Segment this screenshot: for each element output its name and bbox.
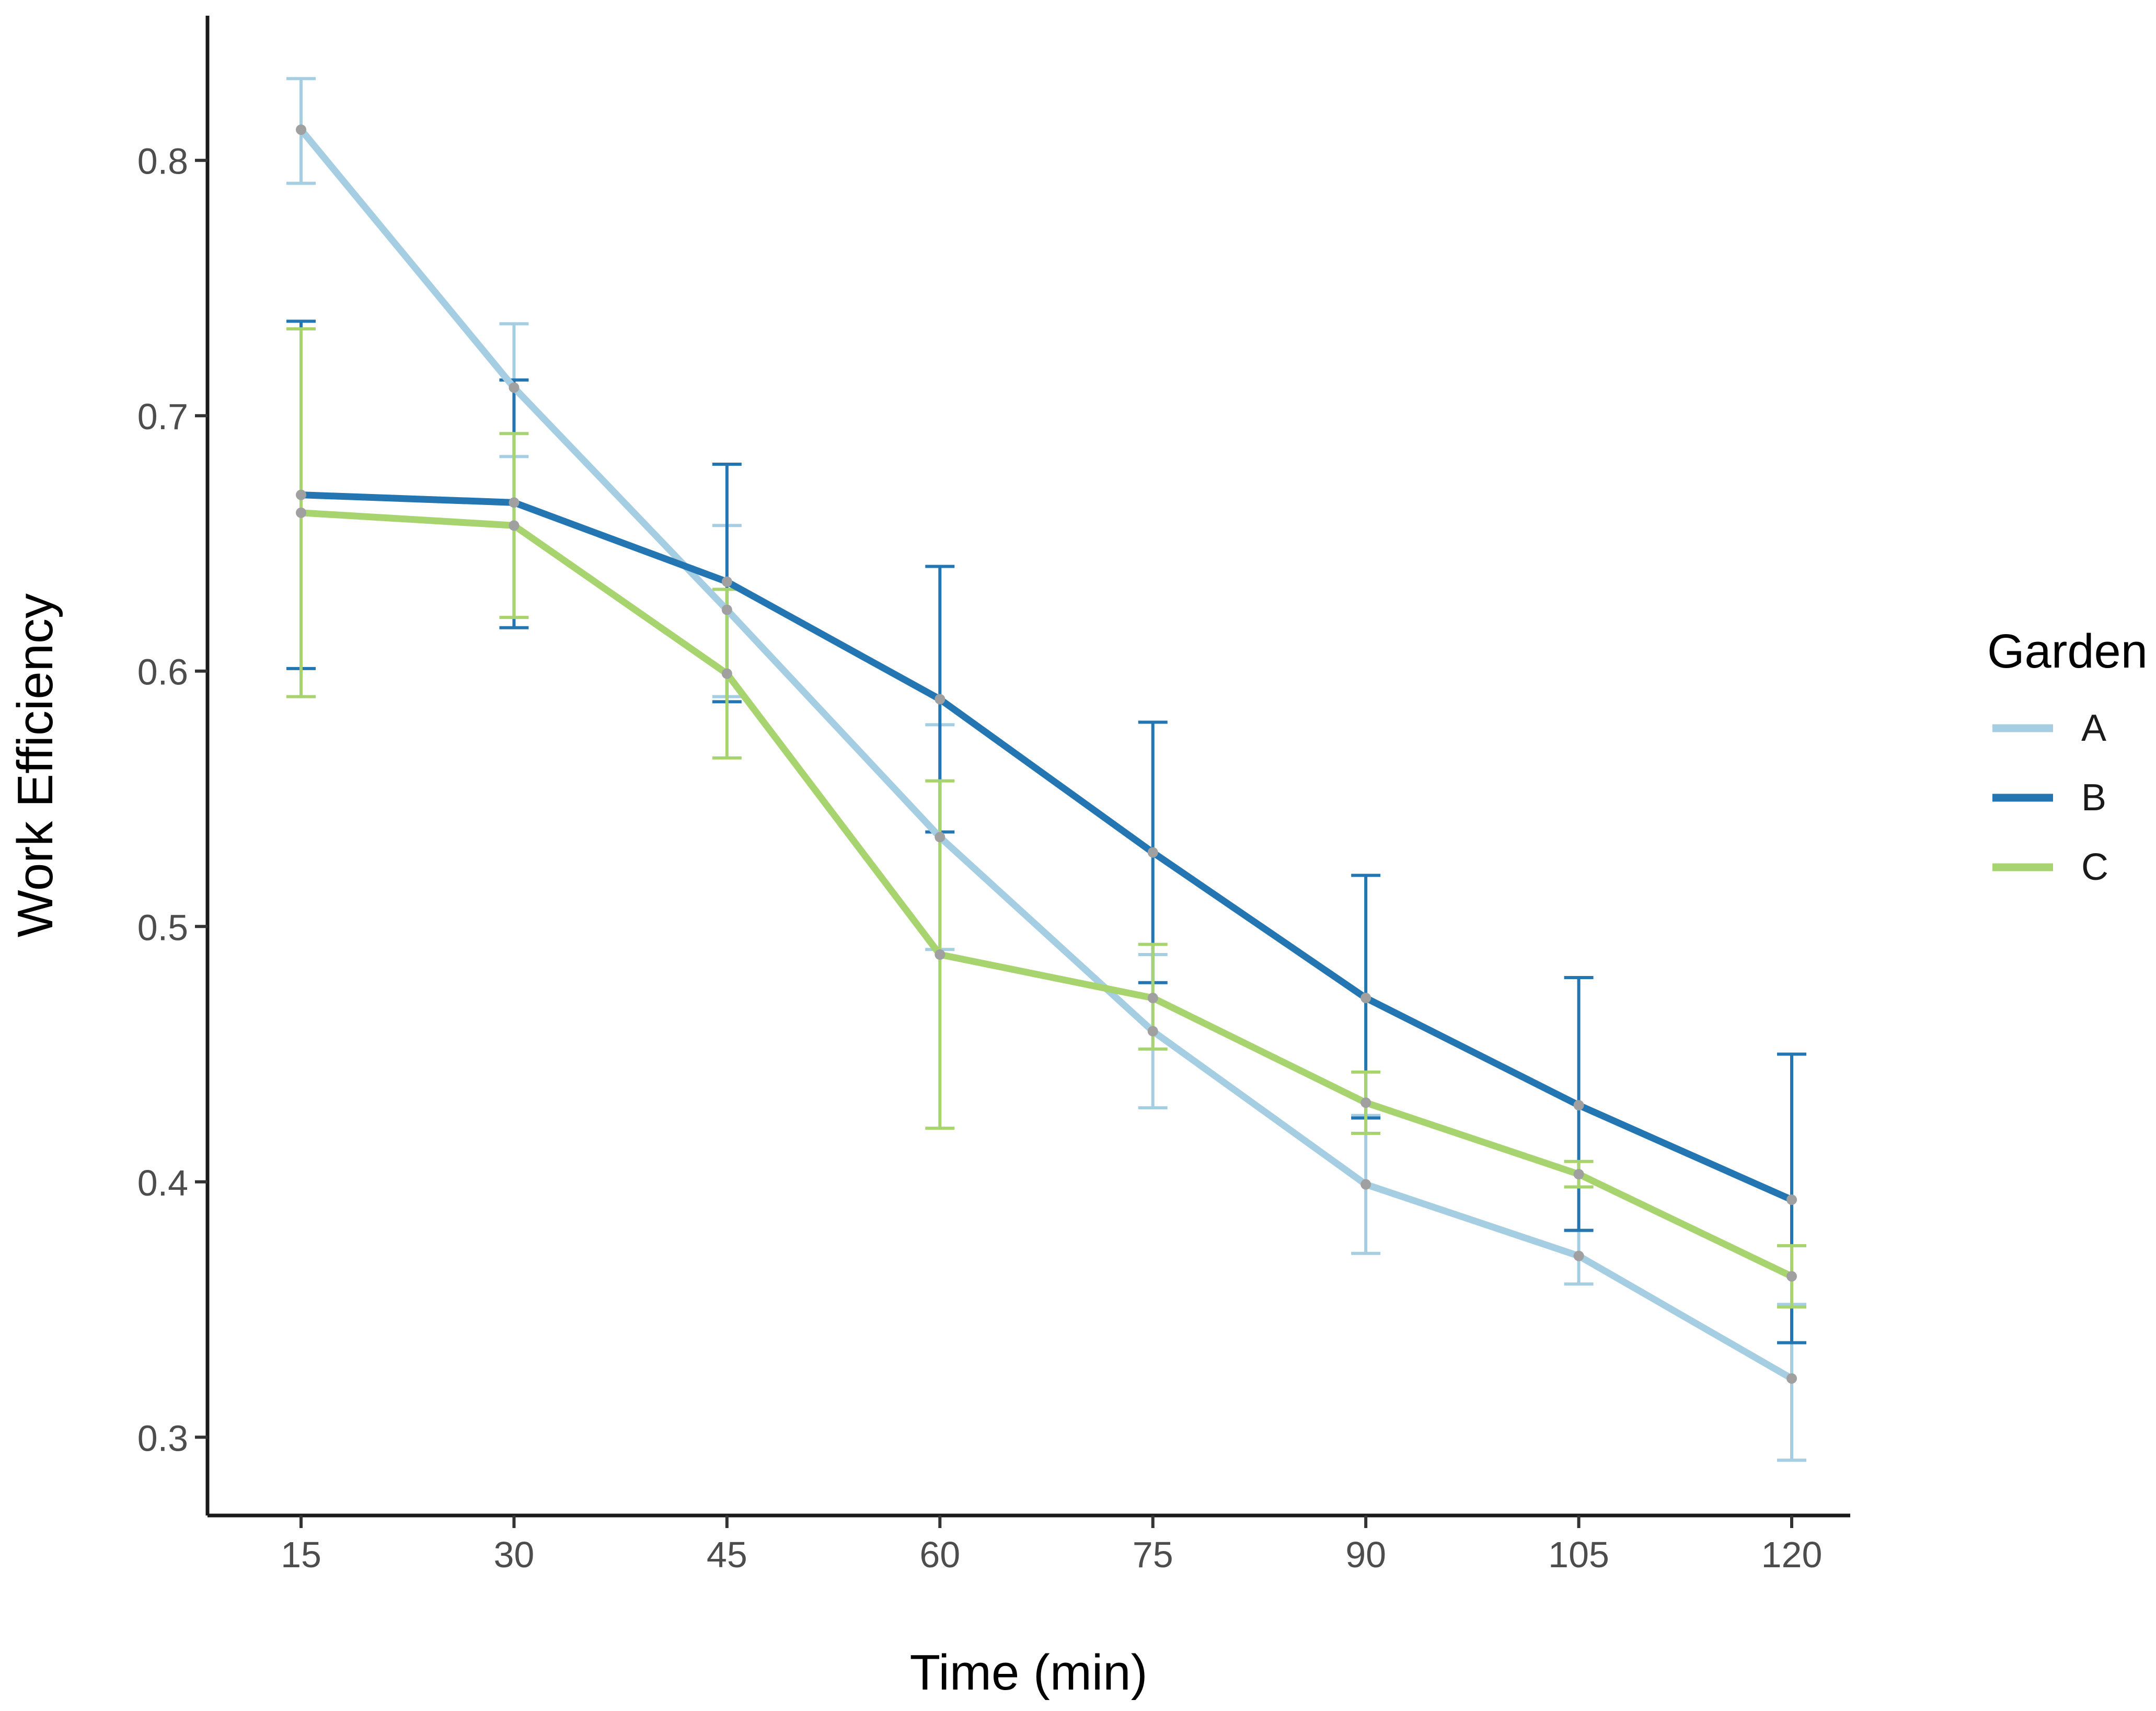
legend-title: Garden (1987, 625, 2148, 678)
x-tick-label: 120 (1761, 1534, 1823, 1575)
y-tick-label: 0.6 (137, 652, 188, 693)
y-tick-label: 0.4 (137, 1163, 188, 1203)
x-tick-label: 15 (281, 1534, 321, 1575)
data-point-B (1573, 1100, 1584, 1111)
legend-label-a: A (2081, 707, 2106, 749)
data-point-A (1786, 1373, 1797, 1384)
x-tick-label: 75 (1133, 1534, 1173, 1575)
data-point-A (935, 832, 946, 843)
y-tick-label: 0.3 (137, 1418, 188, 1459)
y-tick-label: 0.5 (137, 907, 188, 948)
data-point-A (1361, 1179, 1371, 1190)
data-point-A (721, 604, 732, 615)
series-line-A (298, 127, 1794, 1382)
data-point-A (509, 382, 520, 393)
x-tick-label: 45 (707, 1534, 747, 1575)
x-axis-title: Time (min) (909, 1645, 1147, 1701)
series-line-C (301, 509, 1793, 1280)
data-point-A (1147, 1026, 1158, 1037)
data-point-C (1786, 1271, 1797, 1282)
legend-label-b: B (2081, 777, 2106, 819)
data-point-B (1786, 1194, 1797, 1205)
x-tick-label: 30 (493, 1534, 534, 1575)
y-tick-label: 0.7 (137, 396, 188, 437)
data-point-C (1573, 1169, 1584, 1180)
x-tick-label: 105 (1548, 1534, 1609, 1575)
data-point-C (721, 668, 732, 679)
data-point-C (1147, 993, 1158, 1004)
data-point-C (296, 507, 306, 518)
x-tick-label: 60 (919, 1534, 960, 1575)
data-point-B (721, 576, 732, 587)
legend-label-c: C (2081, 846, 2108, 888)
data-point-B (296, 489, 306, 500)
data-point-B (509, 497, 520, 508)
data-point-C (509, 520, 520, 531)
data-point-A (1573, 1250, 1584, 1261)
data-point-A (296, 124, 306, 135)
data-point-C (935, 949, 946, 960)
data-point-C (1361, 1097, 1371, 1108)
y-axis-title: Work Efficiency (7, 593, 63, 937)
y-tick-label: 0.8 (137, 141, 188, 182)
data-point-B (935, 694, 946, 705)
data-point-B (1361, 993, 1371, 1004)
series-line-B (301, 491, 1793, 1203)
data-point-B (1147, 847, 1158, 858)
x-tick-label: 90 (1345, 1534, 1386, 1575)
